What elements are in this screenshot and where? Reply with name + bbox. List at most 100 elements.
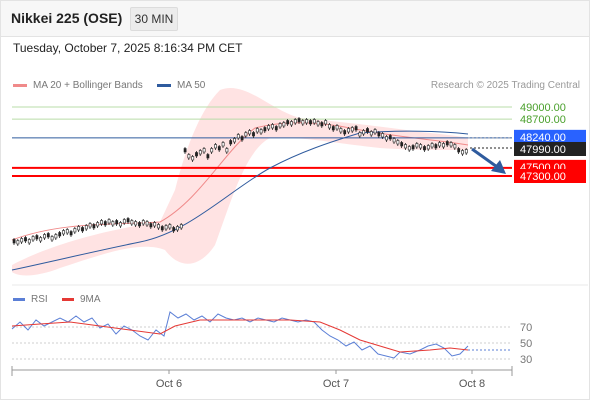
- price-label-bg: [514, 141, 586, 156]
- forecast-arrow-shaft: [471, 147, 501, 171]
- candle-body: [100, 220, 103, 225]
- candle-body: [400, 142, 404, 147]
- rsi-9ma-line: [11, 319, 469, 353]
- candle-body: [221, 142, 225, 147]
- candle-body: [81, 227, 84, 232]
- candle-body: [290, 121, 293, 126]
- ma50-swatch: [157, 84, 171, 87]
- candle-body: [92, 224, 96, 229]
- candle-body: [324, 120, 328, 125]
- rsi-tick-70: 70: [520, 322, 532, 334]
- candle-body: [214, 144, 217, 149]
- candle-body: [198, 150, 202, 155]
- candle-body: [434, 144, 438, 149]
- candle-body: [233, 138, 236, 143]
- price-label-48700: 48700.00: [520, 114, 566, 126]
- candle-body: [168, 224, 172, 229]
- candle-body: [69, 231, 73, 236]
- candle-body: [366, 128, 369, 133]
- candle-body: [43, 234, 46, 239]
- ma20-swatch: [13, 84, 27, 87]
- candle-body: [286, 120, 290, 125]
- price-label-47990: 47990.00: [520, 144, 566, 156]
- candle-body: [119, 222, 122, 227]
- candle-body: [16, 240, 20, 245]
- candle-body: [350, 127, 354, 132]
- candle-body: [126, 218, 130, 223]
- candle-body: [445, 141, 449, 146]
- candle-body: [111, 221, 115, 226]
- ma9-swatch: [62, 298, 74, 301]
- price-label-bg: [514, 169, 586, 183]
- candle-body: [404, 144, 407, 149]
- candle-body: [35, 235, 39, 240]
- candle-body: [240, 136, 244, 141]
- candle-body: [282, 122, 286, 127]
- candle-body: [24, 237, 27, 242]
- candle-body: [179, 224, 183, 229]
- candle-body: [88, 223, 92, 228]
- ma50-line: [11, 130, 469, 271]
- candle-body: [187, 154, 191, 159]
- candle-body: [20, 238, 24, 243]
- candle-body: [358, 132, 362, 137]
- candle-body: [407, 146, 411, 151]
- price-label-bg: [514, 129, 586, 144]
- bollinger-band-area: [12, 87, 468, 276]
- candle-body: [396, 140, 400, 145]
- candle-body: [255, 128, 259, 133]
- rsi-tick-50: 50: [520, 338, 532, 350]
- legend-item-ma20: MA 20 + Bollinger Bands: [13, 80, 143, 91]
- candle-body: [274, 126, 278, 131]
- rsi-panel: 70 50 30: [11, 284, 588, 366]
- candle-body: [457, 148, 461, 153]
- candle-body: [39, 237, 43, 242]
- candle-body: [77, 226, 81, 231]
- time-axis-label-1: Oct 7: [323, 378, 349, 390]
- rsi-swatch: [13, 298, 25, 301]
- candle-body: [381, 133, 385, 138]
- bollinger-band: [11, 87, 469, 276]
- candle-body: [415, 143, 419, 148]
- candle-body: [354, 126, 358, 131]
- candle-body: [347, 128, 350, 133]
- price-label-47300: 47300.00: [520, 171, 566, 183]
- candle-body: [335, 125, 339, 130]
- candle-body: [149, 223, 153, 228]
- candle-body: [411, 145, 415, 150]
- candle-body: [58, 232, 62, 237]
- legend-item-rsi: RSI: [13, 294, 48, 305]
- candle-body: [153, 222, 157, 227]
- candle-body: [122, 219, 126, 224]
- credit-text: Research © 2025 Trading Central: [430, 80, 580, 91]
- legend-item-9ma: 9MA: [62, 294, 101, 305]
- candle-body: [461, 150, 464, 155]
- candle-body: [210, 148, 214, 153]
- candle-body: [369, 131, 373, 136]
- instrument-title: Nikkei 225 (OSE): [11, 10, 123, 26]
- candle-body: [449, 142, 453, 147]
- candle-body: [453, 144, 457, 149]
- candle-body: [176, 226, 179, 231]
- candle-body: [423, 146, 426, 151]
- candle-body: [259, 129, 263, 134]
- candle-body: [46, 233, 50, 238]
- candle-body: [225, 148, 229, 153]
- candle-body: [160, 226, 164, 231]
- time-axis-label-2: Oct 8: [459, 378, 485, 390]
- price-level-labels: 49000.0048700.0048240.0047990.0047500.00…: [514, 102, 586, 183]
- candle-body: [138, 222, 141, 227]
- time-axis: Oct 6 Oct 7 Oct 8: [11, 366, 513, 390]
- timeframe-badge[interactable]: 30 MIN: [130, 7, 178, 31]
- candle-body: [328, 124, 331, 129]
- candle-body: [183, 148, 187, 153]
- candle-body: [236, 134, 240, 139]
- forecast-arrow-head: [491, 160, 506, 174]
- rsi-line: [11, 311, 469, 359]
- candle-body: [115, 220, 119, 225]
- candle-body: [244, 132, 248, 137]
- candle-body: [206, 154, 210, 159]
- candle-body: [388, 135, 392, 140]
- candle-body: [438, 142, 442, 147]
